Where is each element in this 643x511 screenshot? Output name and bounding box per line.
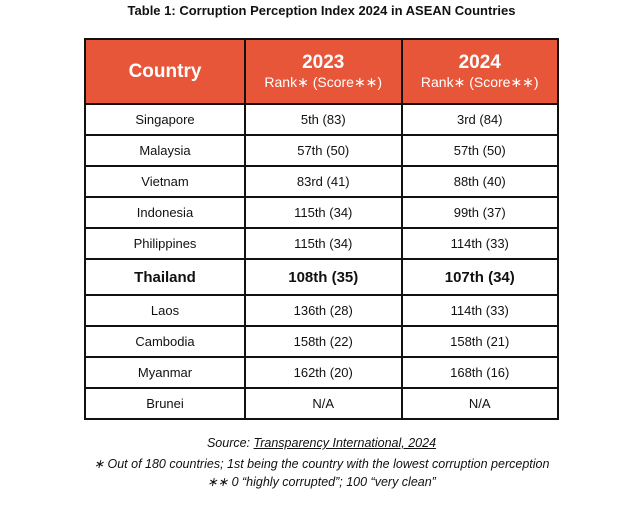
cpi-table: Country 2023 Rank∗ (Score∗∗) 2024 Rank∗ (S… <box>84 38 559 420</box>
cell-r2023: 162th (20) <box>244 356 403 389</box>
cell-country: Cambodia <box>84 325 246 358</box>
table-row: Indonesia 115th (34) 99th (37) <box>84 196 559 229</box>
source-prefix: Source: <box>206 436 254 450</box>
cell-r2023: 5th (83) <box>244 103 403 136</box>
cell-r2023: 115th (34) <box>244 227 403 260</box>
header-row: Country 2023 Rank∗ (Score∗∗) 2024 Rank∗ (S… <box>84 38 559 105</box>
cell-country: Malaysia <box>84 134 246 167</box>
cell-country: Laos <box>84 294 246 327</box>
cell-country: Brunei <box>84 387 246 420</box>
cell-r2024: 114th (33) <box>400 294 559 327</box>
table-title: Table 1: Corruption Perception Index 202… <box>127 3 516 18</box>
table-row: Thailand 108th (35) 107th (34) <box>84 258 559 296</box>
cell-r2024: 107th (34) <box>400 258 559 296</box>
source-link[interactable]: Transparency International, 2024 <box>253 436 437 450</box>
table-row: Cambodia 158th (22) 158th (21) <box>84 325 559 358</box>
cell-r2024: 57th (50) <box>400 134 559 167</box>
cell-r2023: 108th (35) <box>244 258 403 296</box>
header-2023: 2023 Rank∗ (Score∗∗) <box>244 38 403 105</box>
cell-r2024: 3rd (84) <box>400 103 559 136</box>
cell-country: Singapore <box>84 103 246 136</box>
cell-r2024: 99th (37) <box>400 196 559 229</box>
cell-country: Thailand <box>84 258 246 296</box>
table-row: Myanmar 162th (20) 168th (16) <box>84 356 559 389</box>
header-year: 2024 <box>458 52 501 73</box>
table-row: Vietnam 83rd (41) 88th (40) <box>84 165 559 198</box>
cell-country: Philippines <box>84 227 246 260</box>
header-sub: Rank∗ (Score∗∗) <box>264 74 383 90</box>
note-2: ∗∗ 0 “highly corrupted”; 100 “very clean… <box>207 475 436 489</box>
cell-r2023: 136th (28) <box>244 294 403 327</box>
cell-r2023: 115th (34) <box>244 196 403 229</box>
source-line: Source: Transparency International, 2024 <box>0 436 643 450</box>
note-1: ∗ Out of 180 countries; 1st being the co… <box>93 457 550 471</box>
cell-r2023: 83rd (41) <box>244 165 403 198</box>
table-row: Malaysia 57th (50) 57th (50) <box>84 134 559 167</box>
table-row: Laos 136th (28) 114th (33) <box>84 294 559 327</box>
table-row: Philippines 115th (34) 114th (33) <box>84 227 559 260</box>
cell-r2024: 114th (33) <box>400 227 559 260</box>
cell-r2023: 57th (50) <box>244 134 403 167</box>
cell-r2024: 168th (16) <box>400 356 559 389</box>
header-year: 2023 <box>302 52 345 73</box>
cell-country: Vietnam <box>84 165 246 198</box>
cell-country: Indonesia <box>84 196 246 229</box>
cell-r2024: N/A <box>400 387 559 420</box>
cell-country: Myanmar <box>84 356 246 389</box>
cell-r2023: N/A <box>244 387 403 420</box>
table-row: Brunei N/A N/A <box>84 387 559 420</box>
table-row: Singapore 5th (83) 3rd (84) <box>84 103 559 136</box>
header-country: Country <box>84 38 246 105</box>
cell-r2024: 158th (21) <box>400 325 559 358</box>
header-sub: Rank∗ (Score∗∗) <box>420 74 539 90</box>
cell-r2023: 158th (22) <box>244 325 403 358</box>
header-2024: 2024 Rank∗ (Score∗∗) <box>400 38 559 105</box>
cell-r2024: 88th (40) <box>400 165 559 198</box>
